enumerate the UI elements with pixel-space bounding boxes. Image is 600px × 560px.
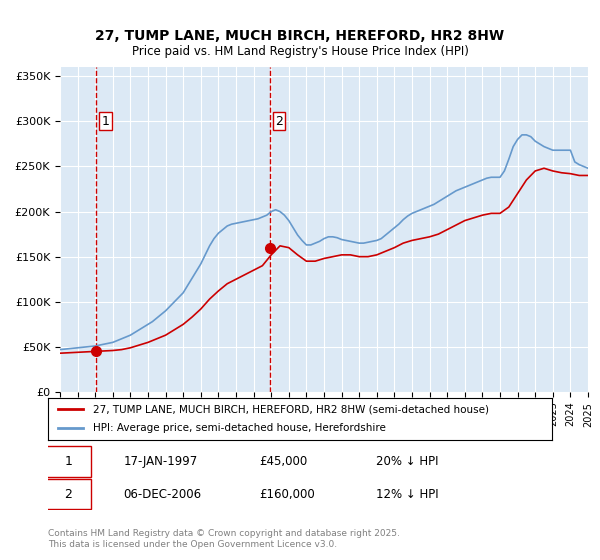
Text: 1: 1 [64,455,72,469]
Text: HPI: Average price, semi-detached house, Herefordshire: HPI: Average price, semi-detached house,… [94,423,386,433]
FancyBboxPatch shape [46,479,91,509]
Text: 27, TUMP LANE, MUCH BIRCH, HEREFORD, HR2 8HW: 27, TUMP LANE, MUCH BIRCH, HEREFORD, HR2… [95,29,505,44]
Text: Contains HM Land Registry data © Crown copyright and database right 2025.
This d: Contains HM Land Registry data © Crown c… [48,529,400,549]
Text: 1: 1 [101,115,109,128]
Text: £160,000: £160,000 [260,488,316,501]
Text: 2: 2 [64,488,72,501]
Text: Price paid vs. HM Land Registry's House Price Index (HPI): Price paid vs. HM Land Registry's House … [131,45,469,58]
Text: 06-DEC-2006: 06-DEC-2006 [124,488,202,501]
Text: £45,000: £45,000 [260,455,308,469]
FancyBboxPatch shape [46,446,91,477]
Text: 2: 2 [275,115,283,128]
Text: 27, TUMP LANE, MUCH BIRCH, HEREFORD, HR2 8HW (semi-detached house): 27, TUMP LANE, MUCH BIRCH, HEREFORD, HR2… [94,404,490,414]
Text: 12% ↓ HPI: 12% ↓ HPI [376,488,438,501]
Text: 17-JAN-1997: 17-JAN-1997 [124,455,198,469]
Text: 20% ↓ HPI: 20% ↓ HPI [376,455,438,469]
